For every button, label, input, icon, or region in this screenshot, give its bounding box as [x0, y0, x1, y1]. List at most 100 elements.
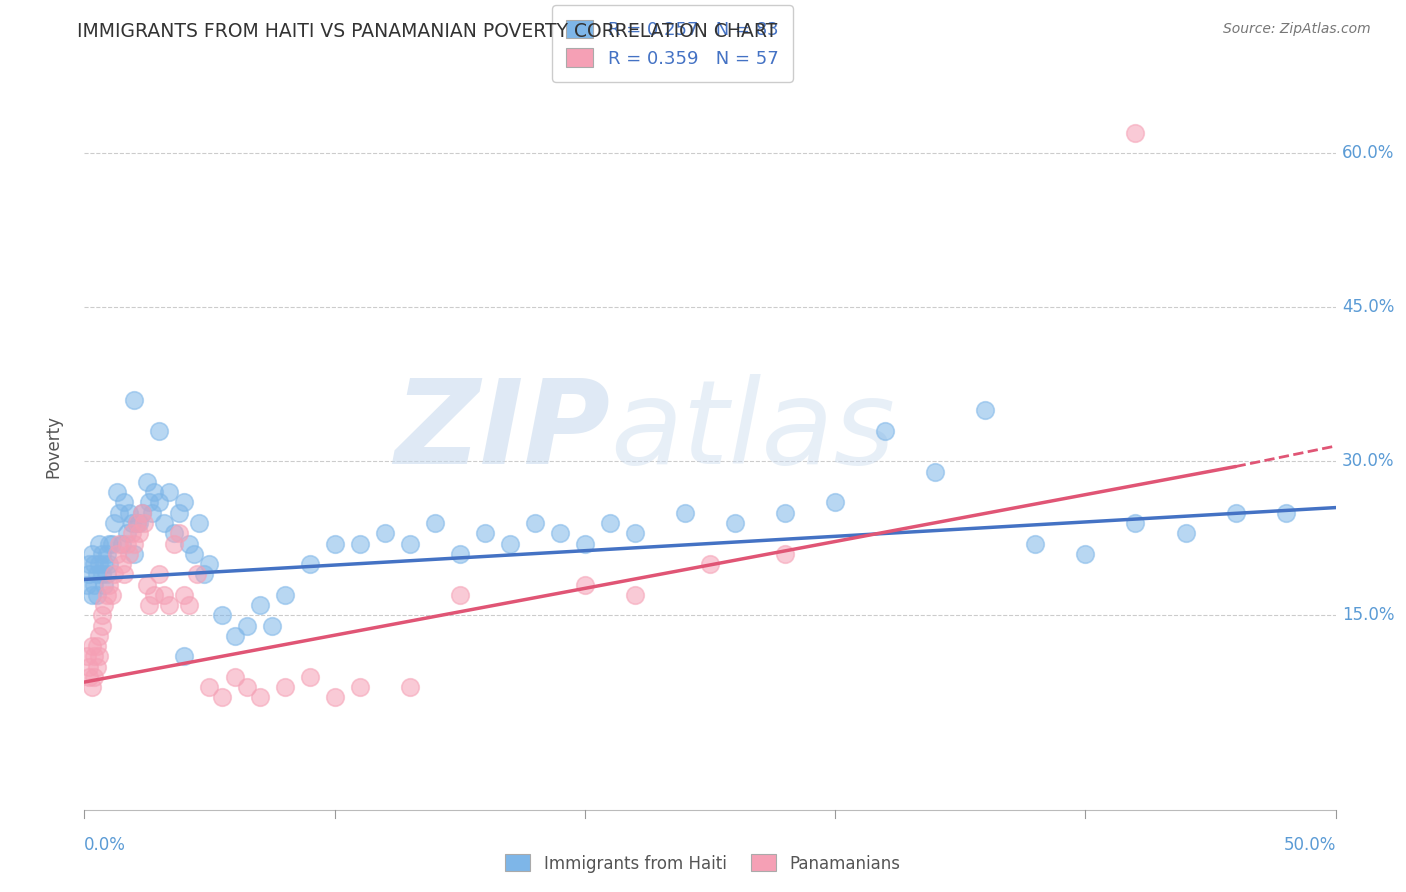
- Point: [198, 680, 221, 694]
- Point: [86, 567, 108, 582]
- Point: [298, 557, 321, 571]
- Point: [673, 506, 696, 520]
- Point: [141, 506, 163, 520]
- Point: [183, 547, 205, 561]
- Point: [112, 495, 135, 509]
- Point: [499, 536, 522, 550]
- Point: [148, 567, 170, 582]
- Point: [153, 516, 176, 530]
- Point: [118, 506, 141, 520]
- Point: [121, 526, 143, 541]
- Point: [83, 557, 105, 571]
- Point: [96, 567, 118, 582]
- Point: [80, 680, 103, 694]
- Point: [115, 536, 138, 550]
- Point: [1024, 536, 1046, 550]
- Point: [79, 567, 101, 582]
- Legend: R = 0.257   N = 83, R = 0.359   N = 57: R = 0.257 N = 83, R = 0.359 N = 57: [553, 5, 793, 82]
- Point: [193, 567, 215, 582]
- Point: [169, 506, 191, 520]
- Point: [148, 495, 170, 509]
- Point: [143, 485, 166, 500]
- Legend: Immigrants from Haiti, Panamanians: Immigrants from Haiti, Panamanians: [499, 847, 907, 880]
- Point: [224, 629, 246, 643]
- Point: [136, 577, 159, 591]
- Point: [108, 536, 131, 550]
- Point: [76, 577, 98, 591]
- Point: [449, 547, 471, 561]
- Point: [599, 516, 621, 530]
- Point: [128, 516, 150, 530]
- Point: [186, 567, 208, 582]
- Point: [98, 557, 121, 571]
- Point: [118, 547, 141, 561]
- Point: [125, 516, 148, 530]
- Point: [111, 557, 134, 571]
- Point: [159, 598, 181, 612]
- Point: [179, 536, 201, 550]
- Point: [79, 670, 101, 684]
- Text: 0.0%: 0.0%: [84, 836, 127, 854]
- Point: [323, 690, 346, 705]
- Point: [86, 639, 108, 653]
- Point: [105, 485, 128, 500]
- Point: [699, 557, 721, 571]
- Point: [423, 516, 446, 530]
- Point: [112, 567, 135, 582]
- Point: [138, 495, 160, 509]
- Point: [131, 506, 153, 520]
- Point: [298, 670, 321, 684]
- Point: [80, 547, 103, 561]
- Point: [90, 608, 112, 623]
- Text: IMMIGRANTS FROM HAITI VS PANAMANIAN POVERTY CORRELATION CHART: IMMIGRANTS FROM HAITI VS PANAMANIAN POVE…: [77, 22, 778, 41]
- Point: [474, 526, 496, 541]
- Point: [80, 588, 103, 602]
- Point: [179, 598, 201, 612]
- Point: [211, 690, 233, 705]
- Point: [89, 629, 111, 643]
- Point: [273, 680, 295, 694]
- Point: [449, 588, 471, 602]
- Point: [83, 649, 105, 664]
- Point: [323, 536, 346, 550]
- Point: [1274, 506, 1296, 520]
- Point: [121, 516, 143, 530]
- Text: 50.0%: 50.0%: [1284, 836, 1336, 854]
- Text: Source: ZipAtlas.com: Source: ZipAtlas.com: [1223, 22, 1371, 37]
- Point: [523, 516, 546, 530]
- Point: [824, 495, 846, 509]
- Point: [163, 536, 186, 550]
- Point: [124, 392, 146, 407]
- Point: [163, 526, 186, 541]
- Point: [96, 547, 118, 561]
- Point: [262, 618, 284, 632]
- Point: [125, 516, 148, 530]
- Point: [98, 536, 121, 550]
- Point: [198, 557, 221, 571]
- Point: [83, 670, 105, 684]
- Point: [173, 649, 195, 664]
- Point: [83, 577, 105, 591]
- Point: [249, 598, 271, 612]
- Text: atlas: atlas: [610, 374, 896, 488]
- Point: [101, 588, 124, 602]
- Point: [143, 588, 166, 602]
- Point: [574, 577, 596, 591]
- Point: [76, 649, 98, 664]
- Point: [93, 557, 115, 571]
- Point: [124, 547, 146, 561]
- Point: [98, 577, 121, 591]
- Point: [1225, 506, 1247, 520]
- Point: [773, 506, 796, 520]
- Point: [1125, 126, 1147, 140]
- Point: [249, 690, 271, 705]
- Point: [624, 526, 647, 541]
- Point: [90, 567, 112, 582]
- Point: [124, 536, 146, 550]
- Point: [974, 403, 997, 417]
- Point: [136, 475, 159, 489]
- Point: [108, 506, 131, 520]
- Point: [724, 516, 747, 530]
- Point: [111, 536, 134, 550]
- Point: [1074, 547, 1097, 561]
